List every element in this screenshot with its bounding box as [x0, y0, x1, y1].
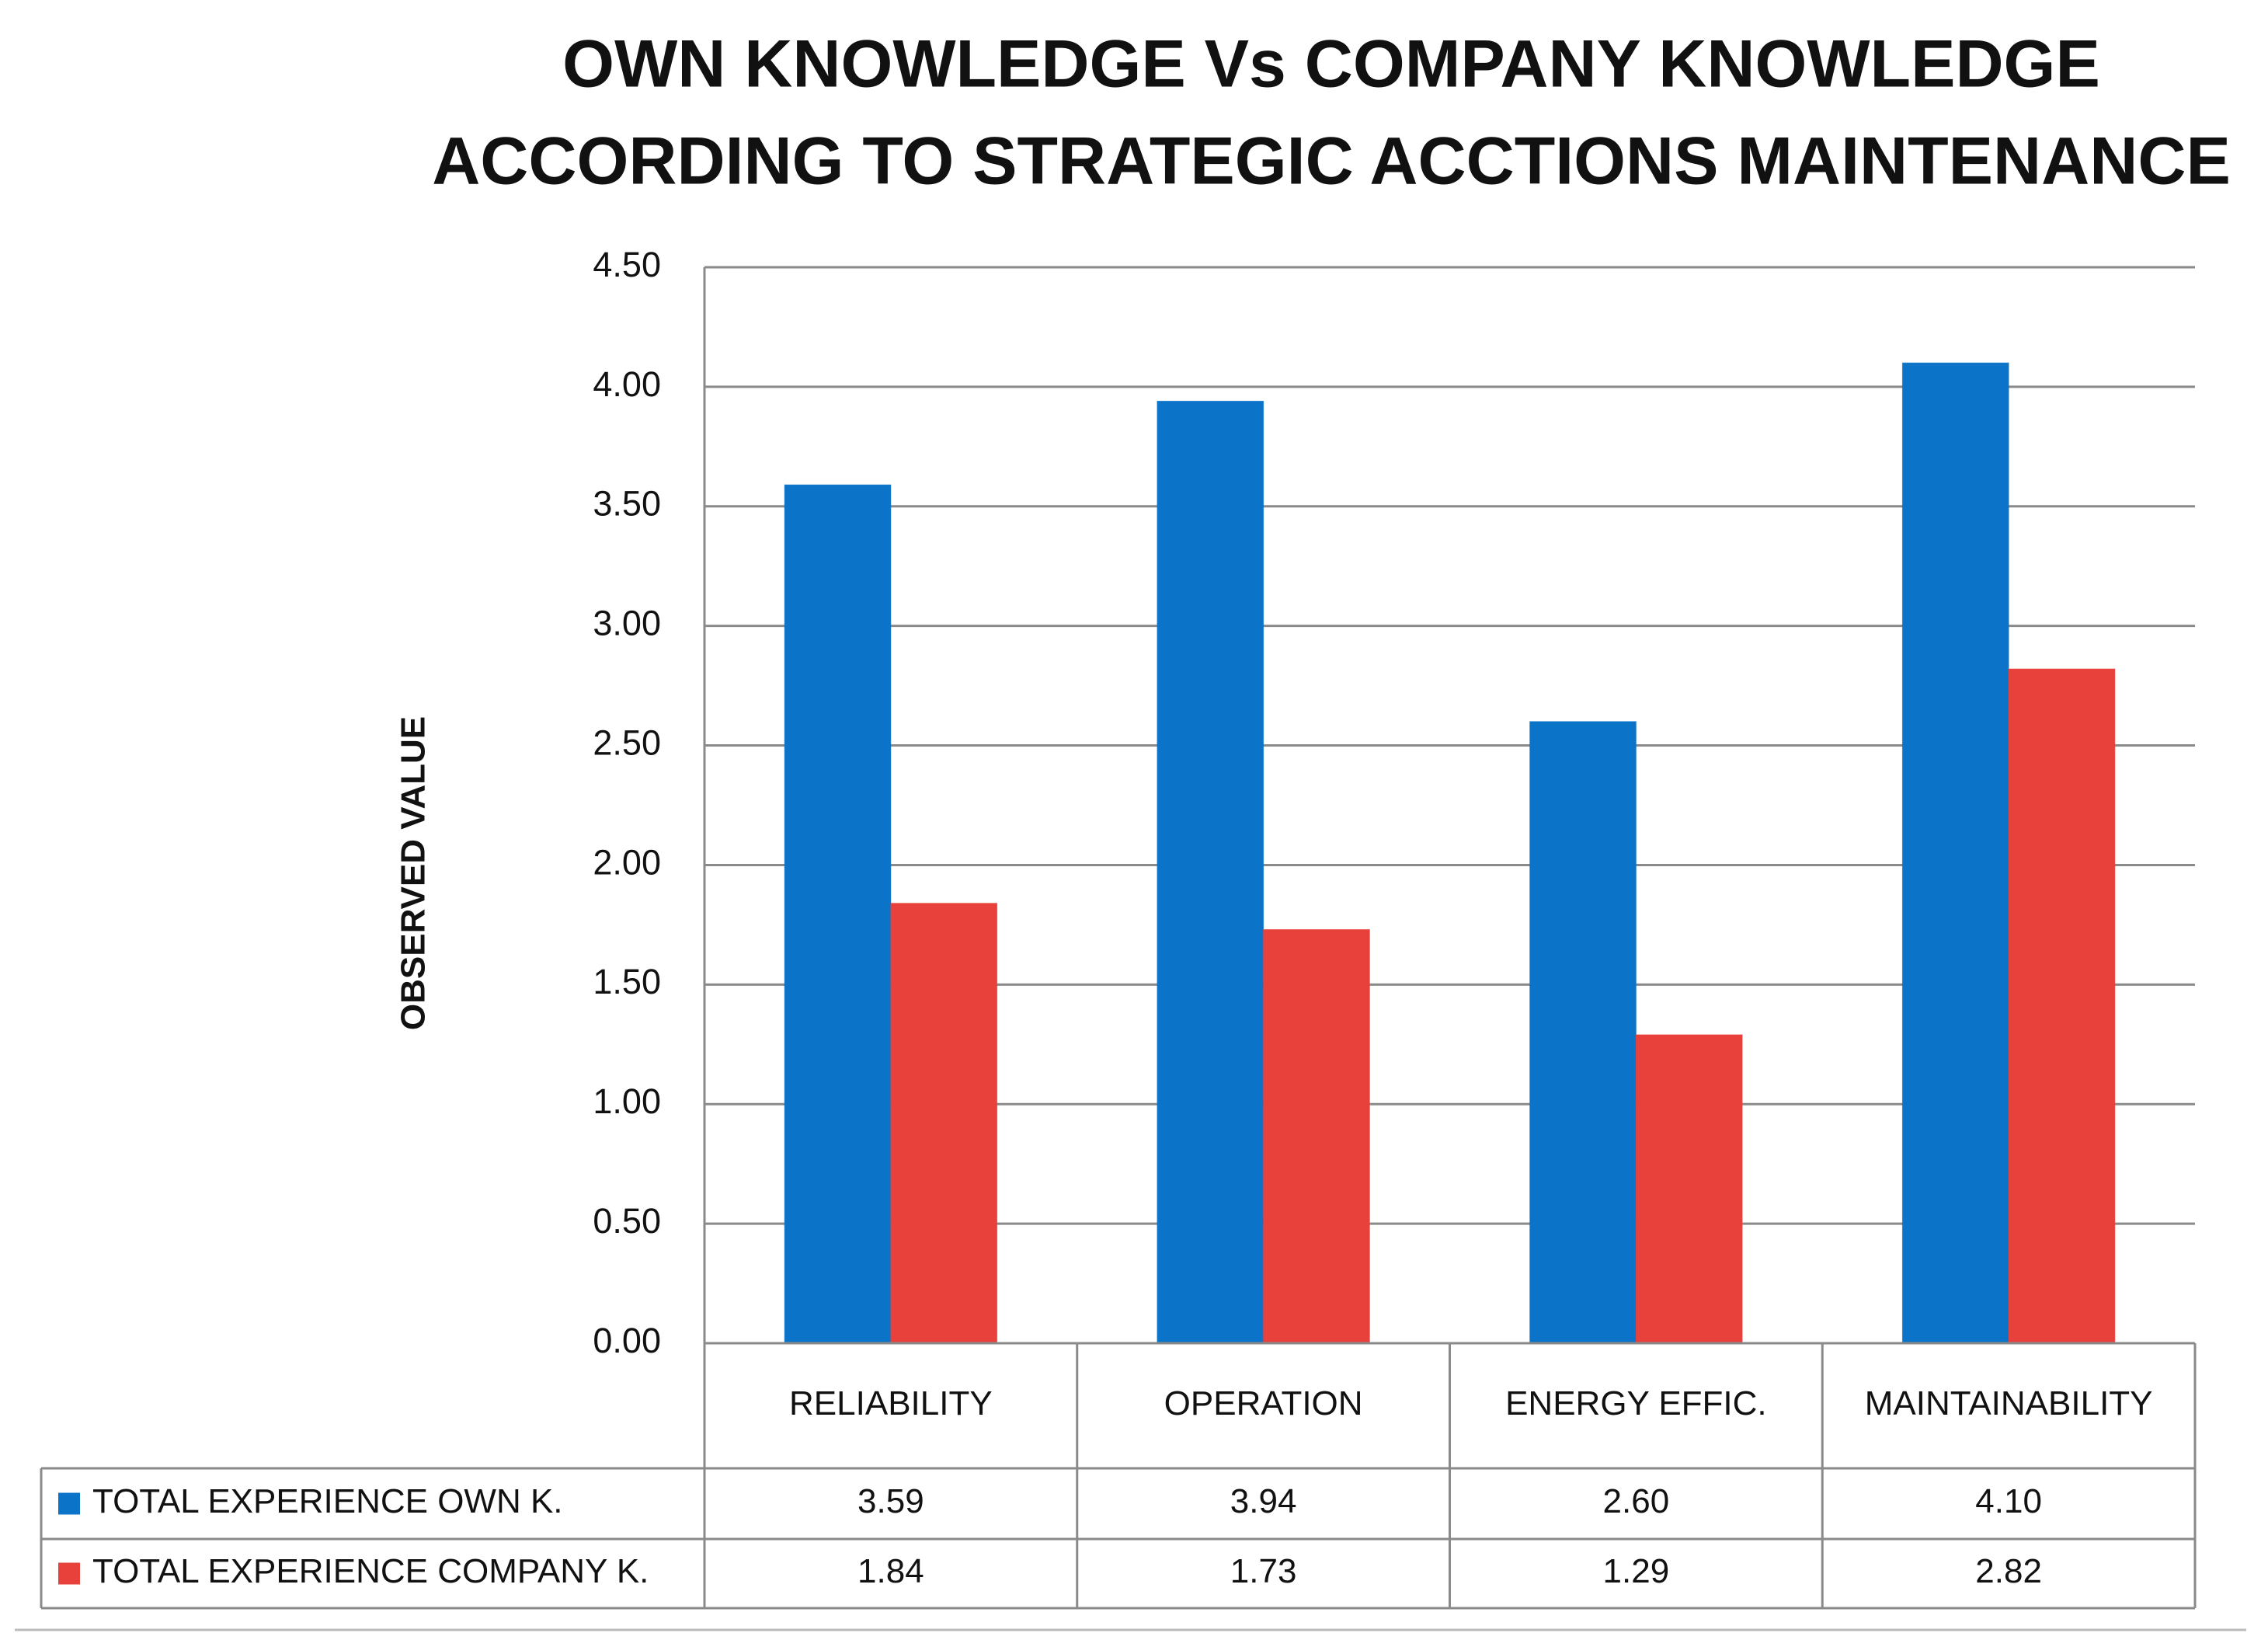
value-label: 2.82 [1975, 1552, 2042, 1590]
y-tick-label: 0.00 [593, 1321, 661, 1360]
value-label: 2.60 [1603, 1482, 1670, 1520]
y-tick-label: 4.50 [593, 245, 661, 284]
legend-swatch [58, 1492, 80, 1515]
bar [784, 484, 892, 1344]
value-label: 1.73 [1230, 1552, 1297, 1590]
legend-label: TOTAL EXPERIENCE COMPANY K. [92, 1552, 649, 1590]
bar [890, 903, 998, 1344]
value-label: 4.10 [1975, 1482, 2042, 1520]
bar [1157, 400, 1264, 1344]
value-label: 1.29 [1603, 1552, 1670, 1590]
bar [2008, 668, 2116, 1344]
y-tick-label: 3.50 [593, 484, 661, 524]
bar [1901, 362, 2009, 1344]
y-tick-label: 2.50 [593, 722, 661, 762]
chart-title: OWN KNOWLEDGE Vs COMPANY KNOWLEDGE [562, 27, 2100, 102]
y-tick-label: 0.50 [593, 1201, 661, 1241]
x-tick-label: OPERATION [1164, 1384, 1363, 1422]
x-tick-label: ENERGY EFFIC. [1505, 1384, 1767, 1422]
bar [1529, 721, 1637, 1344]
bar [1635, 1034, 1743, 1344]
chart-title: ACCORDING TO STRATEGIC ACCTIONS MAINTENA… [432, 124, 2231, 199]
y-tick-label: 1.00 [593, 1081, 661, 1121]
y-axis-title: OBSERVED VALUE [395, 716, 433, 1030]
y-tick-label: 2.00 [593, 842, 661, 882]
y-tick-label: 3.00 [593, 604, 661, 643]
value-label: 1.84 [857, 1552, 924, 1590]
x-tick-label: RELIABILITY [789, 1384, 993, 1422]
y-tick-label: 4.00 [593, 364, 661, 404]
value-label: 3.59 [857, 1482, 924, 1520]
bar [1263, 929, 1370, 1344]
value-label: 3.94 [1230, 1482, 1297, 1520]
legend-label: TOTAL EXPERIENCE OWN K. [92, 1482, 563, 1520]
legend-swatch [58, 1562, 80, 1585]
x-tick-label: MAINTAINABILITY [1865, 1384, 2153, 1422]
y-tick-label: 1.50 [593, 962, 661, 1001]
